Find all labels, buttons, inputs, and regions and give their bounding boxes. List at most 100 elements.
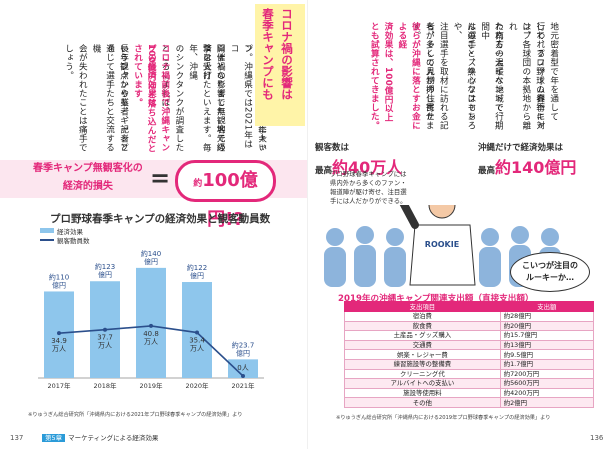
body-text-column: ところによれば、 xyxy=(160,44,171,116)
bar-value-label: 約140 xyxy=(141,249,161,258)
table-row: 施設等使用料 約4200万円 xyxy=(344,387,595,399)
legend-bar-label: 経済効果 xyxy=(57,227,83,236)
footer-title: マーケティングによる経済効果 xyxy=(68,434,159,442)
x-tick-label: 2020年 xyxy=(185,381,209,390)
corona-title-line1: コロナ禍の影響は xyxy=(280,8,294,100)
body-text-column: た南方の温暖な地域で行 xyxy=(493,22,504,121)
table-row: クリーニング代 約7200万円 xyxy=(344,368,595,380)
body-text-column: 撃を受けたといえます。毎年、沖縄 xyxy=(187,44,212,152)
legend-line-label: 観客動員数 xyxy=(57,236,90,245)
loss-value: 100億円!? xyxy=(202,170,258,230)
table-row: 宿泊費 約28億円 xyxy=(344,311,595,322)
expense-amount-cell: 約1.7億円 xyxy=(499,358,595,370)
loss-label-line1: 春季キャンプ無観客化の xyxy=(33,163,143,174)
legend-line-swatch xyxy=(40,238,54,241)
x-tick-label: 2018年 xyxy=(93,381,117,390)
corona-title-line2: 春季キャンプにも xyxy=(261,8,275,100)
table-row: 練習施設等の整備費 約1.7億円 xyxy=(344,358,595,370)
expense-amount-cell: 約20億円 xyxy=(499,320,595,332)
speech-bubble: こいつが注目の ルーキーか… xyxy=(510,252,590,292)
corona-title: コロナ禍の影響は 春季キャンプにも xyxy=(258,8,296,100)
chart-bar xyxy=(228,359,258,378)
expense-amount-cell: 約7200万円 xyxy=(499,368,595,380)
chart-source: ※りゅうぎん総合研究所「沖縄県内における2021年プロ野球春季キャンプの経済効果… xyxy=(28,412,243,418)
line-value-label: 40.8 xyxy=(143,330,159,338)
body-text-column: 長年ファンや業者、記者と xyxy=(118,44,129,152)
line-value-label: 37.7 xyxy=(97,334,113,342)
body-text-column: 彼らが沖縄に落とすお金による経 xyxy=(396,22,421,130)
x-tick-label: 2019年 xyxy=(139,381,163,390)
line-value-label: 0人 xyxy=(237,364,248,372)
body-text-column: ロナ禍の影響で無観客での xyxy=(215,44,226,152)
line-value-label: 万人 xyxy=(52,345,66,353)
body-text-column: 済効果は、100億円以上 xyxy=(383,22,394,123)
expense-item-cell: 土産品・グッズ購入 xyxy=(344,330,501,341)
expense-amount-cell: 約2億円 xyxy=(499,397,595,408)
book-gutter xyxy=(306,0,308,449)
expense-item-cell: 飲食費 xyxy=(344,320,501,332)
bar-value-label: 約123 xyxy=(95,262,115,271)
line-value-label: 35.4 xyxy=(189,337,205,345)
crowd-caption: プロ野球春季キャンプには県内外から多くのファン・報道陣が駆け寄せ、注目選手には人… xyxy=(330,170,407,205)
expense-item-cell: 娯楽・レジャー費 xyxy=(344,349,501,360)
attendance-point xyxy=(149,323,153,328)
expense-amount-cell: 約9.5億円 xyxy=(499,349,595,360)
table-row: 交通費 約13億円 xyxy=(344,339,595,351)
stat-attendance-prefix: 最高 xyxy=(315,166,333,176)
body-text-column: コロナ禍前後で沖縄キャンプの経済効果は xyxy=(146,44,170,152)
stat-economic-value: 約140億円 xyxy=(495,158,577,177)
table-source: ※りゅうぎん総合研究所「沖縄県内における2019年プロ野球春季キャンプの経済効果… xyxy=(336,415,551,421)
economic-effect-chart: 約110億円2017年約123億円2018年約140億円2019年約122億円2… xyxy=(38,249,264,390)
body-text-column: いう観点からも、キャンプを xyxy=(104,44,129,152)
table-row: アルバイトへの支払い 約5600万円 xyxy=(344,378,595,389)
bar-value-label: 億円 xyxy=(236,348,250,357)
stat-economic: 沖縄だけで経済効果は 最高約140億円 xyxy=(478,142,576,178)
line-value-label: 万人 xyxy=(190,345,204,353)
speech-line2: ルーキーか… xyxy=(526,273,574,282)
expense-amount-cell: 約13億円 xyxy=(499,339,595,351)
expense-table-title: 2019年の沖縄キャンプ関連支出額（直接支出額） xyxy=(338,294,534,304)
body-text-column: 開催となりました。地元経済は大打 xyxy=(201,44,226,152)
attendance-point xyxy=(241,374,245,378)
body-text-column: 注目選手を取材に訪れる記 xyxy=(438,22,449,130)
expense-item-cell: 宿泊費 xyxy=(344,311,501,322)
body-text-column: 通じて選手たちと交流する機 xyxy=(91,44,115,152)
legend-bar-swatch xyxy=(40,228,54,233)
equals-sign: = xyxy=(150,164,171,192)
table-row: 娯楽・レジャー費 約9.5億円 xyxy=(344,349,595,360)
bar-value-label: 約110 xyxy=(49,272,69,281)
bar-value-label: 億円 xyxy=(190,271,204,280)
table-row: 飲食費 約20億円 xyxy=(344,320,595,332)
footer-chapter: 第5章 xyxy=(42,434,66,442)
loss-label-line2: 経済的損失 xyxy=(62,181,113,192)
bar-value-label: 約122 xyxy=(187,263,207,272)
expense-amount-cell: 約4200万円 xyxy=(499,387,595,399)
corona-title-box xyxy=(255,4,305,126)
table-row: 土産品・グッズ購入 約15.7億円 xyxy=(344,330,595,341)
expense-item-cell: クリーニング代 xyxy=(344,368,501,380)
chart-title: プロ野球春季キャンプの経済効果と観客動員数 xyxy=(50,213,271,225)
line-value-label: 万人 xyxy=(98,342,112,350)
attendance-point xyxy=(195,330,199,335)
expense-item-cell: 練習施設等の整備費 xyxy=(344,358,501,370)
loss-prefix: 約 xyxy=(193,179,203,189)
stat-attendance-label: 観客数は xyxy=(315,143,350,153)
body-text-column: とも試算されてきました。 xyxy=(369,22,380,130)
expense-amount-cell: 約5600万円 xyxy=(499,378,595,389)
bar-value-label: 約23.7 xyxy=(232,340,255,349)
attendance-point xyxy=(57,331,61,336)
body-text-column: しょう。 xyxy=(63,44,74,80)
body-text-column: 行われるファーム興行に対 xyxy=(534,22,545,130)
expense-item-cell: その他 xyxy=(344,397,501,408)
stat-economic-label: 沖縄だけで経済効果は xyxy=(478,143,564,153)
page-number-left: 137 xyxy=(10,434,24,442)
bar-value-label: 億円 xyxy=(52,280,66,289)
stat-attendance-value: 約40万人 xyxy=(332,158,403,177)
body-text-column: 会が失われたことは痛手で xyxy=(77,44,88,152)
line-value-label: 34.9 xyxy=(51,337,67,345)
expense-table: 支出項目 支出額 宿泊費 約28億円 飲食費 約20億円 土産品・グッズ購入 約15.7億… xyxy=(344,301,595,408)
chart-bar xyxy=(136,267,166,378)
body-text-column: は、各球団の本拠地から離れ xyxy=(507,22,531,130)
body-text-column: ちが多くの人が押し寄せます。 xyxy=(410,22,435,130)
chart-bar xyxy=(182,282,212,378)
